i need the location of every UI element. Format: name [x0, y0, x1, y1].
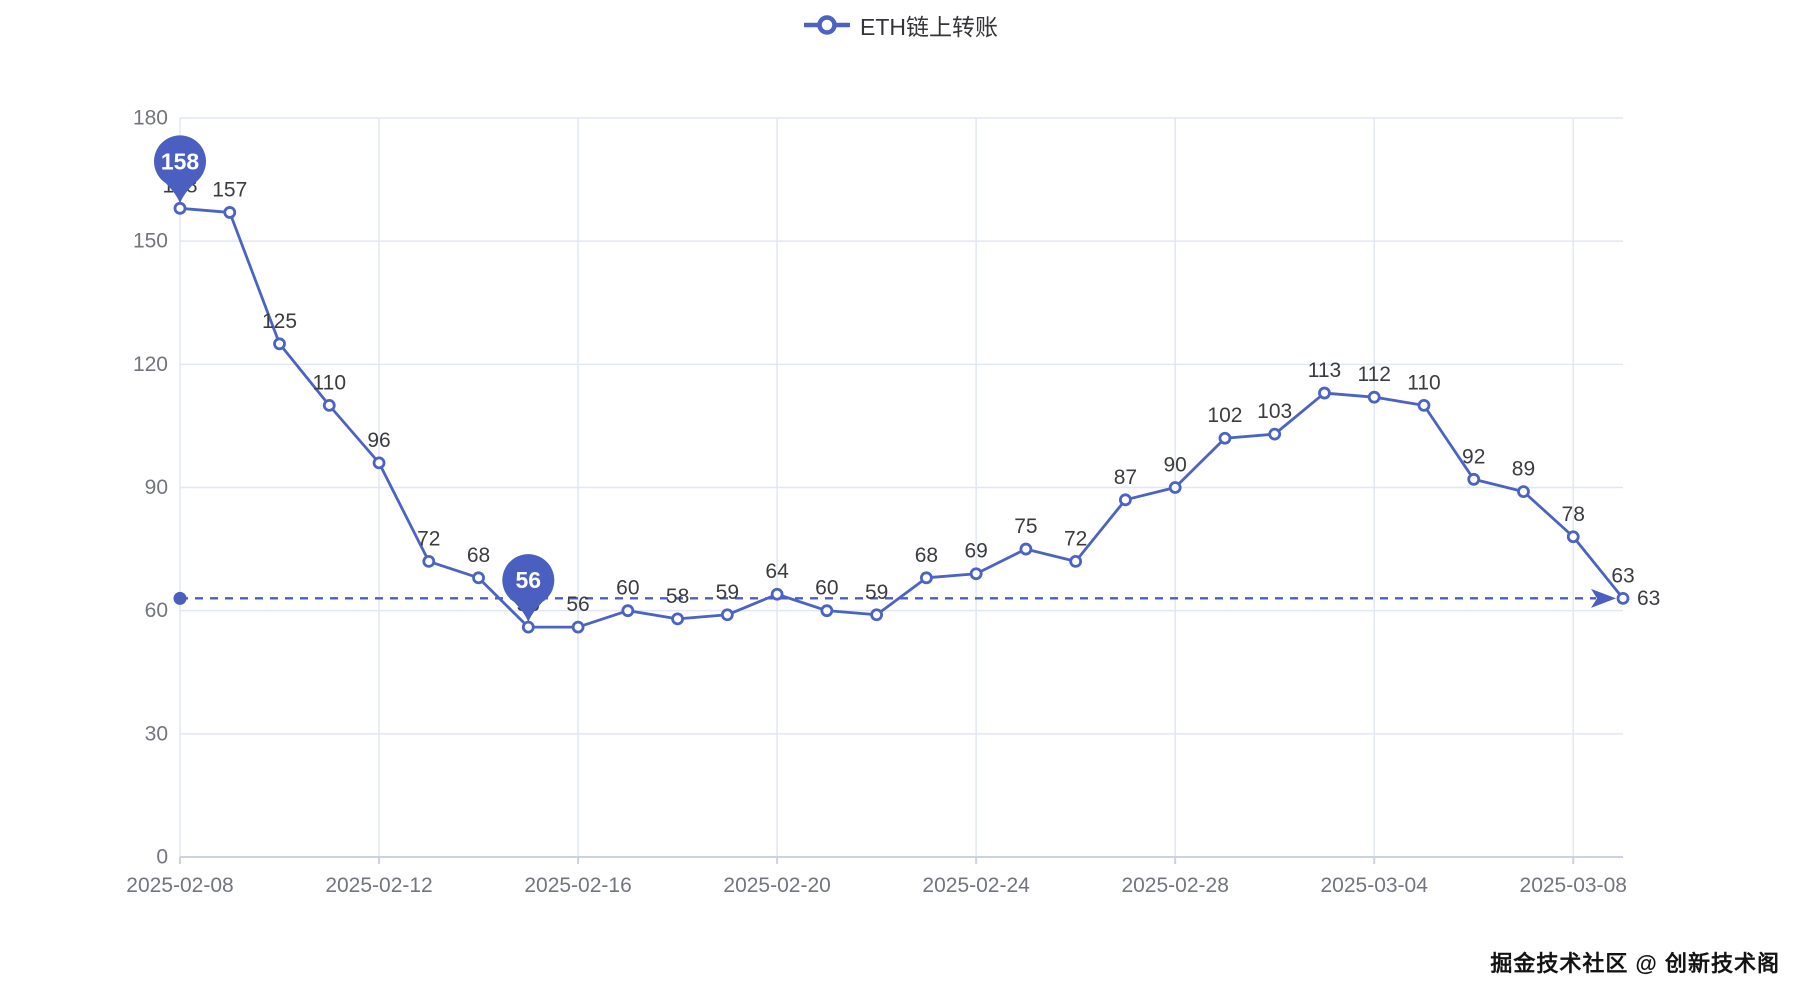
data-point[interactable]	[720, 608, 734, 622]
data-point[interactable]	[1019, 542, 1033, 556]
data-point[interactable]	[472, 571, 485, 585]
data-label: 90	[1163, 454, 1186, 477]
data-label: 89	[1512, 458, 1535, 481]
data-label: 69	[964, 540, 987, 563]
data-label: 72	[417, 527, 440, 550]
data-label: 68	[915, 544, 938, 567]
data-point[interactable]	[322, 398, 336, 412]
legend-item-eth[interactable]: ETH链上转账	[804, 8, 998, 42]
data-label: 102	[1207, 404, 1242, 427]
data-point[interactable]	[273, 337, 286, 351]
data-label: 56	[566, 593, 589, 616]
x-axis-label: 2025-02-24	[922, 874, 1030, 897]
y-axis-label: 30	[145, 722, 168, 745]
data-label: 125	[262, 310, 297, 333]
data-label: 96	[367, 429, 390, 452]
data-point[interactable]	[1218, 431, 1232, 445]
data-label: 112	[1357, 363, 1390, 386]
data-point[interactable]	[1318, 386, 1331, 400]
data-label: 157	[212, 178, 247, 201]
mark-line-start-dot	[173, 591, 187, 605]
data-label: 68	[467, 544, 490, 567]
data-point[interactable]	[422, 555, 436, 568]
data-label: 75	[1014, 515, 1037, 538]
y-axis-label: 180	[133, 107, 168, 130]
data-point[interactable]	[671, 612, 684, 626]
data-point[interactable]	[372, 456, 386, 470]
data-point[interactable]	[1367, 390, 1381, 404]
data-point[interactable]	[1517, 485, 1530, 499]
data-point[interactable]	[820, 604, 834, 618]
data-label: 110	[1407, 371, 1440, 394]
x-axis-label: 2025-02-28	[1121, 874, 1228, 897]
max-pin	[154, 135, 206, 204]
y-axis-label: 90	[145, 476, 168, 499]
data-label: 59	[865, 581, 888, 604]
max-pin-value: 158	[161, 148, 200, 174]
data-point[interactable]	[919, 571, 933, 585]
data-label: 72	[1064, 527, 1087, 550]
series-line	[179, 206, 1625, 629]
y-axis-label: 120	[133, 353, 168, 376]
data-point[interactable]	[1168, 481, 1182, 494]
mark-line-label: 63	[1637, 587, 1660, 610]
data-point[interactable]	[521, 620, 535, 634]
min-pin	[502, 554, 555, 623]
data-label: 103	[1257, 400, 1292, 423]
data-point[interactable]	[173, 201, 187, 215]
data-label: 60	[815, 577, 838, 600]
data-point[interactable]	[1268, 427, 1282, 441]
data-label: 78	[1562, 503, 1585, 526]
data-point[interactable]	[1467, 472, 1481, 486]
data-label: 87	[1114, 466, 1137, 489]
x-axis-label: 2025-03-08	[1520, 874, 1627, 897]
data-label: 113	[1308, 359, 1341, 382]
legend-label: ETH链上转账	[860, 14, 998, 40]
x-axis-label: 2025-02-12	[325, 874, 432, 897]
y-axis-label: 60	[145, 599, 168, 622]
data-point[interactable]	[1069, 555, 1083, 568]
legend-line-icon	[804, 15, 850, 35]
data-point[interactable]	[571, 620, 585, 634]
min-pin-value: 56	[516, 567, 542, 593]
x-axis-label: 2025-03-04	[1320, 874, 1428, 897]
data-point[interactable]	[1566, 530, 1580, 544]
data-label: 59	[716, 581, 739, 604]
x-axis-label: 2025-02-08	[126, 874, 233, 897]
x-axis-label: 2025-02-16	[524, 874, 631, 897]
data-label: 64	[765, 560, 789, 583]
data-label: 63	[1611, 564, 1634, 587]
x-axis-label: 2025-02-20	[723, 874, 830, 897]
data-point[interactable]	[969, 567, 983, 581]
data-label: 58	[666, 585, 689, 608]
data-point[interactable]	[621, 604, 635, 618]
data-label: 92	[1462, 445, 1485, 468]
mark-line-arrow	[1591, 588, 1616, 608]
watermark-text: 掘金技术社区 @ 创新技术阁	[1490, 951, 1780, 976]
data-label: 110	[313, 371, 346, 394]
data-point[interactable]	[223, 206, 237, 219]
data-point[interactable]	[1417, 398, 1431, 412]
data-point[interactable]	[870, 608, 884, 622]
data-label: 60	[616, 577, 639, 600]
y-axis-label: 150	[133, 230, 168, 253]
y-axis-label: 0	[156, 846, 168, 869]
data-point[interactable]	[1119, 493, 1132, 507]
data-point[interactable]	[1616, 591, 1630, 605]
data-point[interactable]	[770, 587, 784, 601]
